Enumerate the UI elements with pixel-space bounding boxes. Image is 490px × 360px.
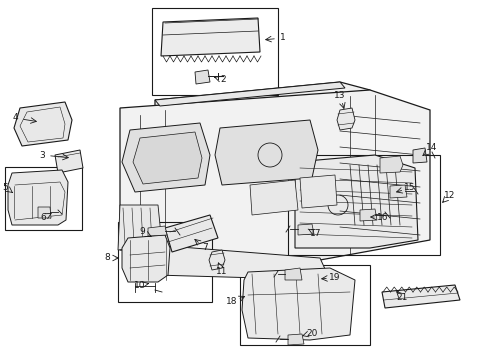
Text: 12: 12 xyxy=(444,190,456,199)
Text: 2: 2 xyxy=(220,76,226,85)
Polygon shape xyxy=(250,180,298,215)
Polygon shape xyxy=(155,245,330,280)
Polygon shape xyxy=(118,205,162,250)
Text: 10: 10 xyxy=(134,280,146,289)
Polygon shape xyxy=(285,268,302,280)
Polygon shape xyxy=(380,156,403,173)
Bar xyxy=(5,167,82,230)
Text: 15: 15 xyxy=(404,184,416,193)
Bar xyxy=(152,8,278,95)
Text: 1: 1 xyxy=(280,33,286,42)
Text: 4: 4 xyxy=(12,113,18,122)
Polygon shape xyxy=(288,334,304,345)
Text: 9: 9 xyxy=(139,228,145,237)
Polygon shape xyxy=(122,123,210,192)
Text: 5: 5 xyxy=(2,183,8,192)
Polygon shape xyxy=(300,175,337,208)
Polygon shape xyxy=(413,148,427,163)
Bar xyxy=(288,155,440,255)
Text: 6: 6 xyxy=(40,213,46,222)
Polygon shape xyxy=(155,82,370,110)
Polygon shape xyxy=(120,90,430,260)
Polygon shape xyxy=(295,155,418,248)
Text: 8: 8 xyxy=(104,253,110,262)
Polygon shape xyxy=(209,250,225,270)
Text: 20: 20 xyxy=(306,328,318,338)
Polygon shape xyxy=(55,150,83,173)
Bar xyxy=(118,222,212,302)
Polygon shape xyxy=(215,120,318,185)
Text: 3: 3 xyxy=(39,150,45,159)
Polygon shape xyxy=(195,70,210,84)
Text: 13: 13 xyxy=(334,90,346,99)
Polygon shape xyxy=(38,207,51,218)
Text: 17: 17 xyxy=(310,229,322,238)
Polygon shape xyxy=(390,185,407,198)
Polygon shape xyxy=(148,226,167,236)
Polygon shape xyxy=(337,108,355,130)
Text: 14: 14 xyxy=(426,144,438,153)
Text: 21: 21 xyxy=(396,292,408,302)
Text: 16: 16 xyxy=(377,212,389,221)
Text: 11: 11 xyxy=(216,267,228,276)
Polygon shape xyxy=(360,209,377,221)
Text: 19: 19 xyxy=(329,274,341,283)
Text: 18: 18 xyxy=(226,297,238,306)
Polygon shape xyxy=(122,235,170,282)
Polygon shape xyxy=(298,224,314,235)
Polygon shape xyxy=(133,132,202,184)
Polygon shape xyxy=(382,285,460,308)
Polygon shape xyxy=(242,268,355,340)
Polygon shape xyxy=(8,170,68,225)
Polygon shape xyxy=(165,215,218,252)
Polygon shape xyxy=(14,102,72,146)
Bar xyxy=(240,265,370,345)
Polygon shape xyxy=(155,82,345,106)
Text: 7: 7 xyxy=(202,243,208,252)
Polygon shape xyxy=(161,18,260,56)
